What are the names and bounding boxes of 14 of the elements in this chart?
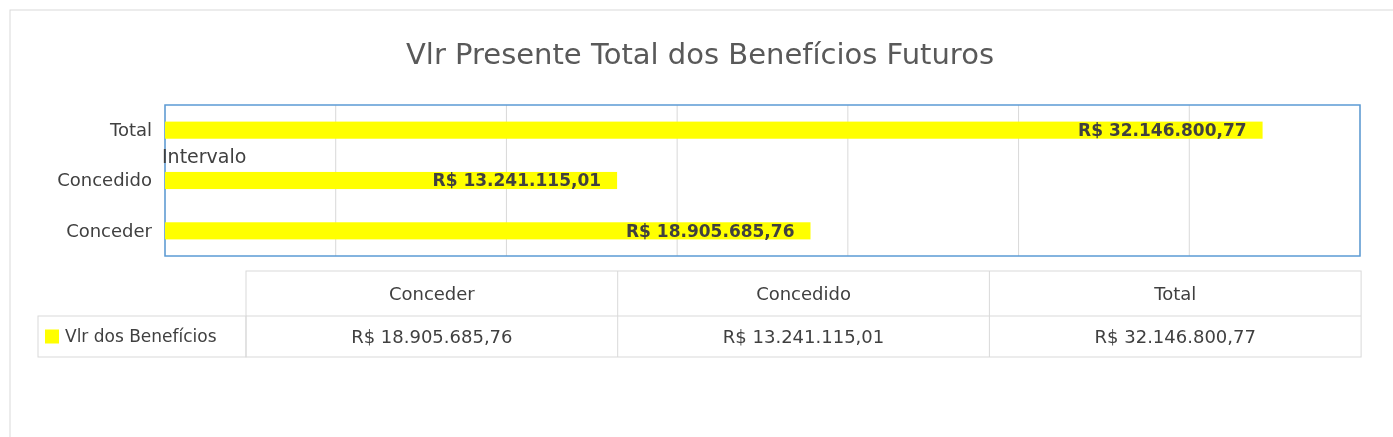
legend-label: Vlr dos Benefícios [65, 326, 217, 347]
y-tick-label: Conceder [66, 219, 153, 241]
y-tick-label: Concedido [57, 169, 152, 191]
data-label: R$ 32.146.800,77 [1078, 120, 1247, 141]
category-label: Conceder [388, 282, 475, 304]
text: R$ 13.241.115,01 [722, 325, 885, 347]
data-label: R$ 18.905.685,76 [625, 220, 795, 241]
category-label: Total [1154, 282, 1197, 304]
text: R$ 32.146.800,77 [1094, 325, 1256, 347]
text: R$ 18.905.685,76 [351, 325, 513, 347]
category-label: Concedido [756, 282, 851, 304]
data-label: R$ 13.241.115,01 [432, 170, 602, 191]
chart-title: Vlr Presente Total dos Benefícios Futuros [406, 37, 994, 71]
y-tick-label: Total [108, 118, 152, 140]
